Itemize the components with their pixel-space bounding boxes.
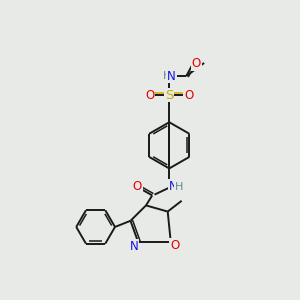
Text: O: O [145,89,154,102]
Text: S: S [165,89,173,102]
Text: O: O [133,180,142,193]
Text: N: N [167,70,176,83]
Text: O: O [192,57,201,70]
Text: N: N [130,240,139,253]
Text: H: H [175,182,184,192]
Text: O: O [170,239,179,252]
Text: H: H [163,71,171,81]
Text: O: O [184,89,193,102]
Text: N: N [169,180,178,193]
